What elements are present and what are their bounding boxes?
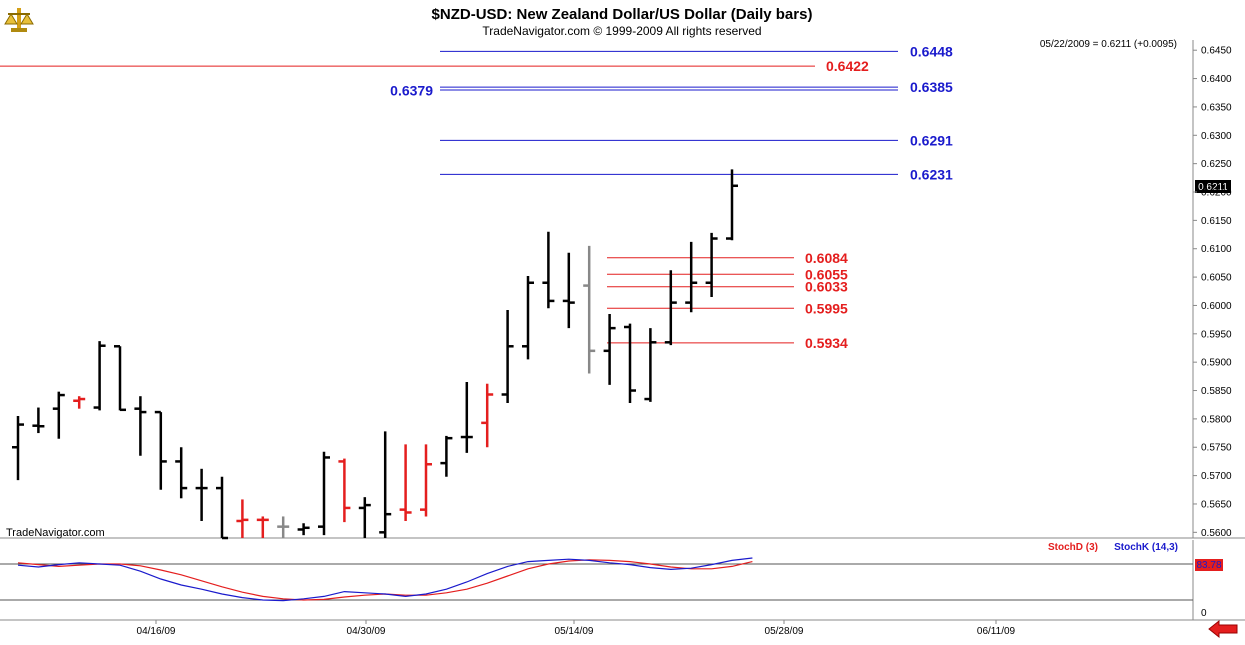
stoch-value-tag [1195, 559, 1223, 571]
price-tick-label: 0.6100 [1201, 244, 1232, 255]
last-price-tag [1195, 180, 1231, 193]
price-tick-label: 0.6300 [1201, 131, 1232, 142]
watermark: TradeNavigator.com [6, 527, 105, 539]
price-tick-label: 0.5800 [1201, 414, 1232, 425]
stochastic-panel: 0 [0, 557, 1207, 619]
date-tick-label: 04/16/09 [137, 626, 176, 637]
price-tick-label: 0.6250 [1201, 159, 1232, 170]
price-tick-label: 0.6000 [1201, 301, 1232, 312]
price-axis: 0.5600 0.5650 0.5700 0.5750 0.5800 0.5850 0.59… [1193, 46, 1232, 539]
levels-layer: 0.6448 0.6422 0.6385 0.6379 0.6291 0.6231 0.60… [0, 43, 953, 351]
date-tick-label: 05/28/09 [765, 626, 804, 637]
level-label-0.6385: 0.6385 [910, 79, 953, 95]
level-label-0.6084: 0.6084 [805, 250, 848, 266]
price-tick-label: 0.6200 [1201, 188, 1232, 199]
price-tick-label: 0.5850 [1201, 386, 1232, 397]
date-tick-label: 06/11/09 [977, 626, 1016, 637]
stoch-tick-label: 0 [1201, 608, 1207, 619]
price-tick-label: 0.6450 [1201, 46, 1232, 57]
level-label-0.6448: 0.6448 [910, 43, 953, 59]
date-tick-label: 04/30/09 [347, 626, 386, 637]
level-label-0.6231: 0.6231 [910, 166, 953, 182]
chart-title: $NZD-USD: New Zealand Dollar/US Dollar (… [432, 6, 813, 23]
level-label-0.6291: 0.6291 [910, 132, 953, 148]
price-tick-label: 0.5750 [1201, 443, 1232, 454]
stoch-k-legend: StochK (14,3) [1114, 542, 1178, 553]
chart-subtitle: TradeNavigator.com © 1999-2009 All right… [482, 24, 761, 38]
price-tick-label: 0.5900 [1201, 358, 1232, 369]
level-label-0.5995: 0.5995 [805, 300, 848, 316]
level-label-0.6055: 0.6055 [805, 266, 848, 282]
date-tick-label: 05/14/09 [555, 626, 594, 637]
price-tick-label: 0.5700 [1201, 471, 1232, 482]
price-tick-label: 0.6150 [1201, 216, 1232, 227]
quote-label: 05/22/2009 = 0.6211 (+0.0095) [1040, 39, 1177, 50]
price-tick-label: 0.5600 [1201, 528, 1232, 539]
stoch-d-legend: StochD (3) [1048, 542, 1098, 553]
price-tick-label: 0.6400 [1201, 74, 1232, 85]
bars-layer [12, 169, 738, 540]
price-tick-label: 0.6350 [1201, 102, 1232, 113]
level-label-0.6379: 0.6379 [390, 82, 433, 98]
price-tick-label: 0.6050 [1201, 273, 1232, 284]
red-left-arrow-icon[interactable] [1208, 619, 1238, 639]
last-price-label: 0.6211 [1198, 182, 1228, 193]
price-tick-label: 0.5950 [1201, 329, 1232, 340]
stoch-value-label: 83.78 [1196, 560, 1221, 571]
date-axis: 04/16/09 04/30/09 05/14/09 05/28/09 06/11/09 [137, 620, 1016, 637]
level-label-0.5934: 0.5934 [805, 335, 848, 351]
price-tick-label: 0.5650 [1201, 499, 1232, 510]
level-label-0.6422: 0.6422 [826, 58, 869, 74]
stoch-series-stochk [17, 557, 753, 602]
level-label-0.6033: 0.6033 [805, 279, 848, 295]
scales-logo-icon[interactable] [4, 8, 34, 32]
